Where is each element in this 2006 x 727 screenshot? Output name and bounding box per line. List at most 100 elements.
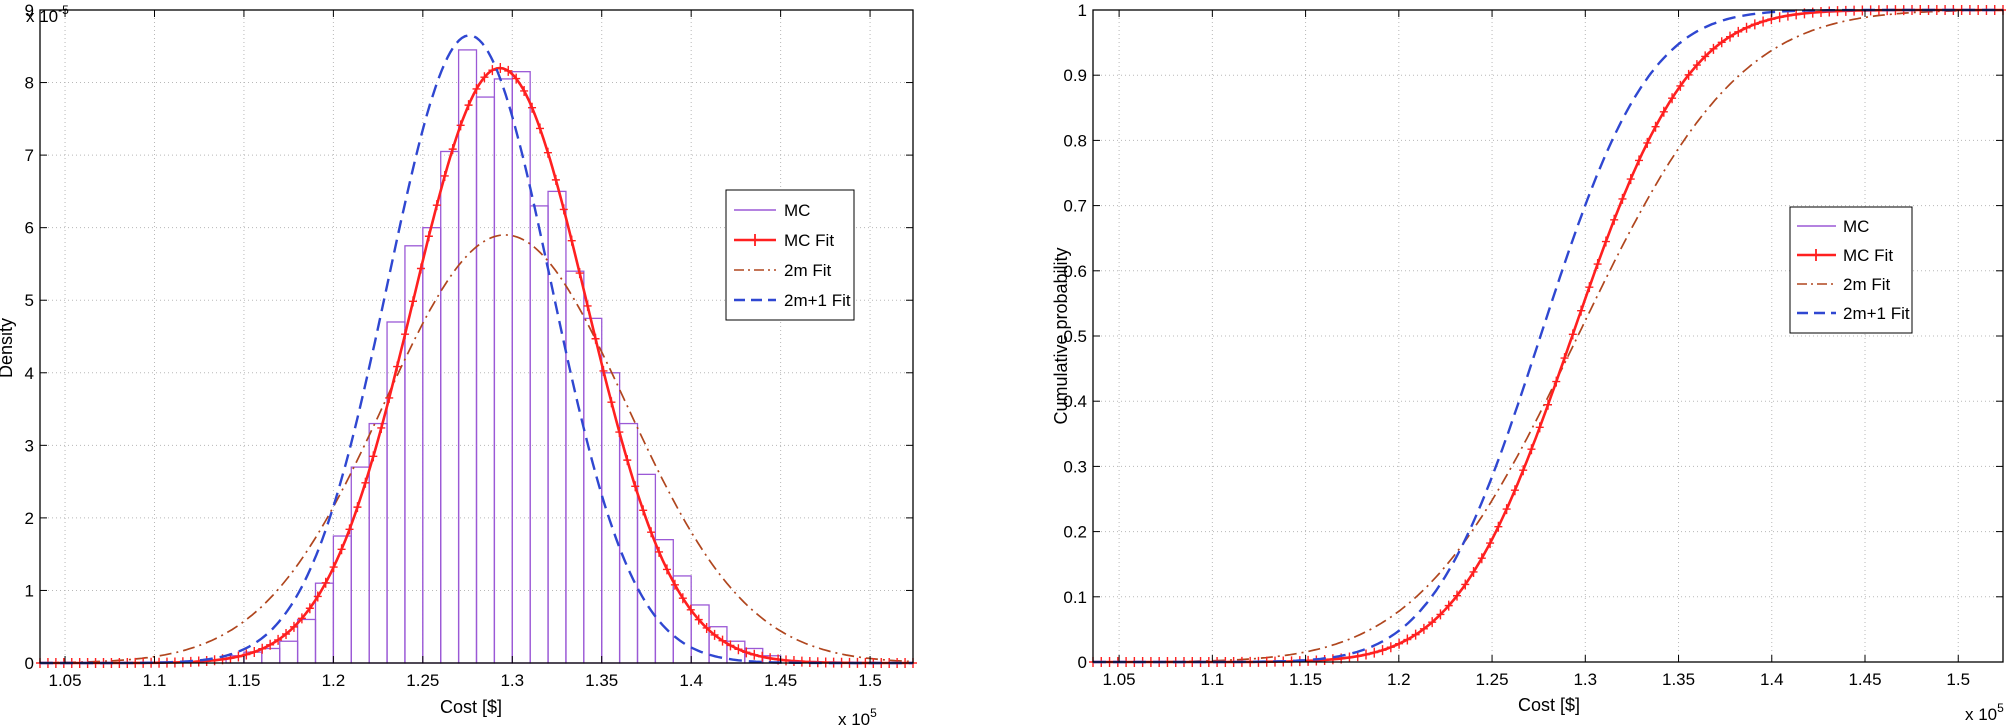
series-marker-mc-fit — [1676, 80, 1685, 91]
series-marker-mc-fit — [1419, 623, 1428, 634]
series-marker-mc-fit — [1320, 654, 1329, 665]
y-tick-label: 0.2 — [1063, 523, 1087, 542]
legend-entry-mc: MC — [1797, 217, 1869, 236]
series-marker-mc-fit — [1618, 193, 1627, 204]
legend-label-mc-fit: MC Fit — [784, 231, 834, 250]
legend-label-2m1-fit: 2m+1 Fit — [1843, 304, 1910, 323]
legend-box — [1789, 206, 1913, 334]
series-marker-mc-fit — [234, 651, 243, 662]
series-line-2mp1-fit — [40, 34, 913, 665]
series-marker-mc-fit — [575, 268, 584, 279]
series-marker-mc-fit — [440, 170, 449, 181]
series-marker-mc-fit — [282, 629, 291, 640]
series-marker-mc-fit — [782, 655, 791, 666]
y-tick-label: 0.3 — [1063, 457, 1087, 476]
x-axis-label: Cost [$] — [1518, 695, 1580, 715]
series-marker-mc-fit — [297, 613, 306, 624]
x-tick-label: 1.3 — [1573, 670, 1597, 689]
series-marker-mc-fit — [1461, 579, 1470, 590]
series-marker-mc-fit — [631, 481, 640, 492]
series-marker-mc-fit — [1535, 422, 1544, 433]
y-tick-label: 0.6 — [1063, 262, 1087, 281]
x-tick-label: 1.1 — [1201, 670, 1225, 689]
series-marker-mc-fit — [726, 640, 735, 651]
series-marker-mc-fit — [1552, 376, 1561, 387]
series-marker-mc-fit — [551, 174, 560, 185]
series-marker-mc-fit — [1684, 69, 1693, 80]
series-marker-mc-fit — [504, 65, 513, 76]
y-multiplier-exp: -5 — [58, 3, 69, 17]
series-marker-mc-fit — [488, 65, 497, 76]
series-marker-mc-fit — [1651, 121, 1660, 132]
x-tick-label: 1.2 — [1387, 670, 1411, 689]
series-marker-mc-fit — [258, 643, 267, 654]
series-marker-mc-fit — [1585, 282, 1594, 293]
series-line-2m-fit — [40, 234, 914, 664]
series-marker-mc-fit — [1668, 93, 1677, 104]
series-marker-mc-fit — [1577, 305, 1586, 316]
series-marker-mc-fit — [393, 361, 402, 372]
series-marker-mc-fit — [1477, 553, 1486, 564]
legend-label-2m-fit: 2m Fit — [1843, 275, 1891, 294]
series-marker-mc-fit — [409, 296, 418, 307]
y-tick-label: 0.7 — [1063, 197, 1087, 216]
x-axis-label: Cost [$] — [440, 697, 502, 717]
series-marker-mc-fit — [1717, 37, 1726, 48]
x-multiplier: x 105 — [1965, 701, 2004, 724]
series-marker-mc-fit — [1362, 649, 1370, 660]
y-tick-label: 8 — [25, 74, 34, 93]
y-tick-label: 0.8 — [1063, 131, 1087, 150]
series-marker-mc-fit — [718, 635, 727, 646]
series-marker-mc-fit — [1792, 9, 1801, 20]
series-marker-mc-fit — [1775, 12, 1784, 23]
series-marker-mc-fit — [1544, 399, 1552, 410]
y-tick-label: 1 — [25, 581, 34, 600]
y-tick-label: 5 — [25, 291, 34, 310]
series-marker-mc-fit — [1510, 485, 1519, 496]
series-marker-mc-fit — [385, 392, 394, 403]
series-marker-mc-fit — [1378, 645, 1387, 656]
series-marker-mc-fit — [250, 646, 259, 657]
series-marker-mc-fit — [1734, 26, 1743, 37]
cdf-chart: 1.05 1.1 1.15 1.2 1.25 1.3 1.35 1.4 1.45 1.5 0 0.1 0… — [1051, 1, 2006, 724]
legend-entry-2m1-fit: 2m+1 Fit — [1797, 304, 1910, 323]
series-marker-mc-fit — [321, 577, 330, 588]
series-marker-mc-fit — [1560, 353, 1569, 364]
y-tick-label: 0 — [25, 654, 34, 673]
series-marker-mc-fit — [797, 656, 806, 667]
series-marker-mc-fit — [305, 603, 314, 614]
x-tick-label: 1.25 — [1476, 670, 1509, 689]
series-marker-mc-fit — [1593, 259, 1602, 270]
series-marker-mc-fit — [1428, 617, 1437, 628]
series-marker-mc-fit — [789, 656, 798, 667]
y-tick-label: 9 — [25, 1, 34, 20]
series-marker-mc-fit — [1519, 465, 1528, 476]
x-tick-label: 1.5 — [858, 671, 882, 690]
series-marker-mc-fit — [496, 63, 505, 74]
series-marker-mc-fit — [1726, 31, 1734, 42]
series-marker-mc-fit — [686, 604, 695, 615]
series-marker-mc-fit — [194, 656, 203, 667]
legend-entry-2m1-fit: 2m+1 Fit — [734, 291, 851, 310]
series-marker-mc-fit — [512, 73, 521, 84]
series-marker-mc-fit — [432, 200, 441, 211]
series-marker-mc-fit — [1453, 590, 1461, 601]
series-marker-mc-fit — [1568, 329, 1577, 340]
x-tick-label: 1.25 — [406, 671, 439, 690]
legend-entry-2m-fit: 2m Fit — [1797, 275, 1891, 294]
series-marker-mc-fit — [353, 502, 362, 513]
series-marker-mc-fit — [472, 83, 481, 94]
series-marker-mc-fit — [528, 102, 537, 113]
series-marker-mc-fit — [242, 649, 251, 660]
x-tick-label: 1.45 — [1848, 670, 1881, 689]
legend-entry-mc: MC — [734, 201, 810, 220]
series-marker-mc-fit — [1502, 504, 1511, 515]
x-tick-label: 1.05 — [1103, 670, 1136, 689]
series-marker-mc-fit — [758, 651, 767, 662]
series-marker-mc-fit — [416, 263, 425, 274]
legend-label-mc: MC — [784, 201, 810, 220]
series-marker-mc-fit — [424, 231, 433, 242]
x-tick-label: 1.3 — [500, 671, 524, 690]
series-marker-mc-fit — [1692, 60, 1701, 71]
